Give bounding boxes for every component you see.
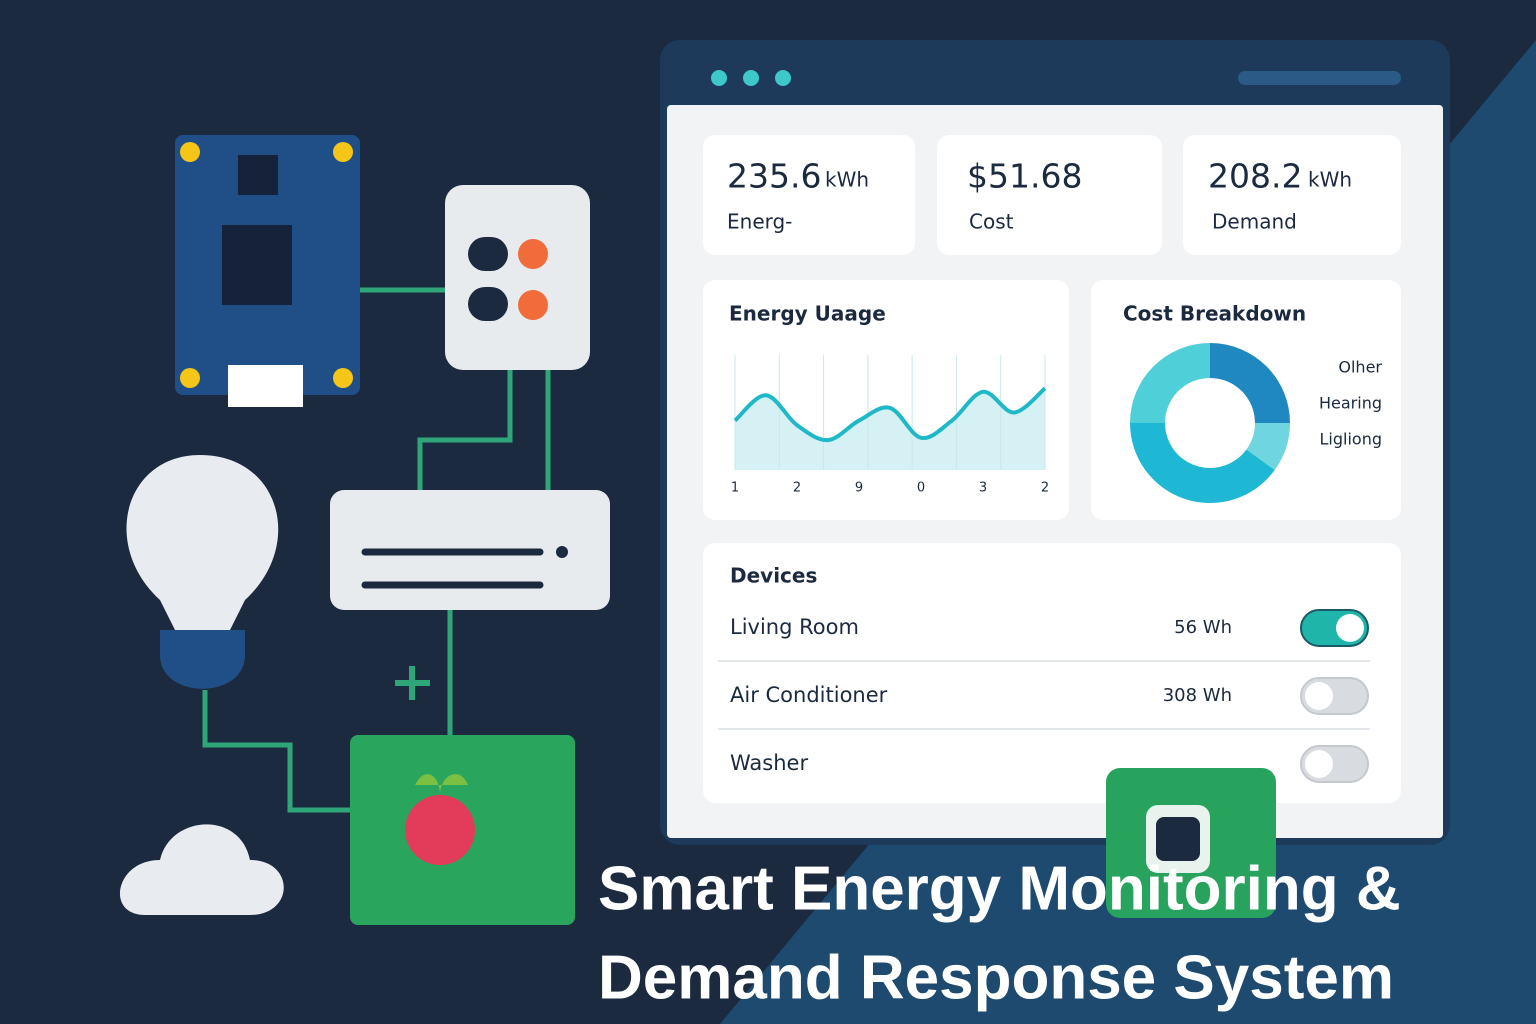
stat-label: Energ-: [727, 210, 792, 234]
bulb: [126, 455, 279, 630]
buttons: [468, 237, 548, 321]
stat-value: $51.68: [967, 157, 1082, 196]
stat-label: Demand: [1212, 210, 1297, 234]
window-dots: [711, 70, 791, 86]
cloud: [119, 824, 284, 915]
bulb-base: [160, 630, 245, 689]
area: [735, 388, 1045, 470]
stat-label: Cost: [969, 210, 1014, 234]
x-tick-label: 0: [917, 481, 925, 496]
device-name: Washer: [730, 751, 808, 775]
port: [228, 365, 303, 407]
donut-segment: [1130, 343, 1210, 423]
legend-label: Olher: [1338, 358, 1382, 377]
dynamic: 1 2 9 0 3 2 Olher Hearing Ligliong Living Room 56 …: [718, 343, 1383, 783]
hardware: [202, 287, 551, 813]
donut-segment: [1210, 343, 1290, 423]
chip: [222, 225, 292, 305]
card-title: Energy Uaage: [729, 302, 886, 326]
donut-segment: [1130, 423, 1275, 503]
legend-label: Hearing: [1319, 394, 1382, 413]
device-icon: [1156, 817, 1200, 861]
card-title: Cost Breakdown: [1123, 302, 1306, 326]
donut-segment: [1246, 423, 1290, 471]
hub-lines: [361, 548, 544, 589]
device-name: Living Room: [730, 615, 859, 639]
switch: [445, 185, 590, 370]
toggle-knob: [1336, 614, 1364, 642]
stat-value: 235.6: [727, 157, 821, 196]
headline: Smart Energy Monitoring &: [598, 854, 1401, 923]
device-name: Air Conditioner: [730, 683, 888, 707]
card-title: Devices: [730, 564, 817, 588]
leaf: [415, 774, 468, 795]
pins: [180, 142, 353, 388]
headline: Demand Response System: [598, 943, 1394, 1012]
x-tick-label: 2: [1041, 481, 1049, 496]
address-bar: [1238, 71, 1401, 85]
legend-label: Ligliong: [1320, 430, 1383, 449]
device-usage: 308 Wh: [1163, 685, 1232, 706]
stat-unit: kWh: [1308, 168, 1352, 192]
raspberry: [405, 795, 475, 865]
x-tick-label: 2: [793, 481, 801, 496]
stat-value: 208.2: [1208, 157, 1302, 196]
plus: [395, 666, 430, 700]
toggle-knob: [1305, 750, 1333, 778]
chip: [238, 155, 278, 195]
stat-unit: kWh: [825, 168, 869, 192]
led: [556, 546, 568, 558]
toggle-knob: [1305, 682, 1333, 710]
line: [733, 386, 1047, 443]
device-usage: 56 Wh: [1174, 617, 1232, 638]
x-tick-label: 1: [731, 481, 739, 496]
x-tick-label: 9: [855, 481, 863, 496]
x-tick-label: 3: [979, 481, 987, 496]
